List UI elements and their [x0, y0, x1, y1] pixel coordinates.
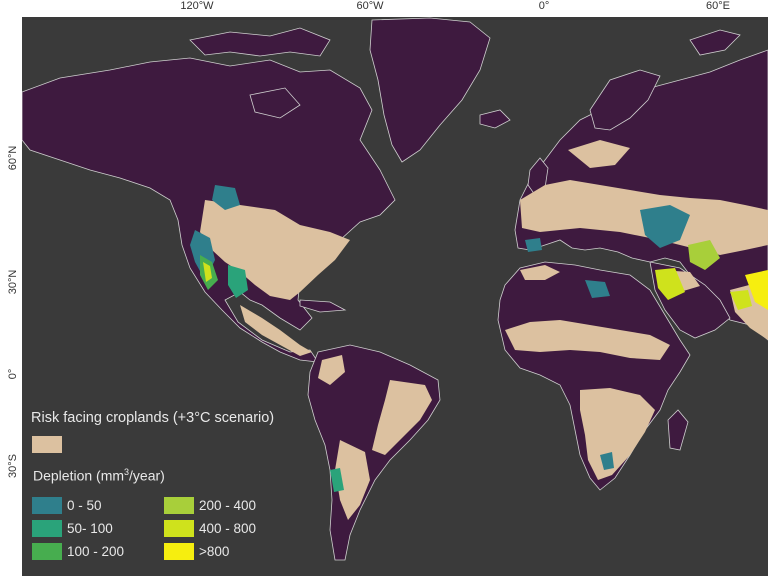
cropland-south-america-south [335, 440, 370, 520]
lon-tick-0: 0° [538, 0, 550, 12]
cropland-africa-south [580, 388, 655, 480]
map-frame [22, 17, 768, 576]
cropland-north-america [200, 200, 350, 300]
lon-tick-120w: 120°W [180, 0, 214, 12]
arctic-islands [189, 27, 331, 57]
lon-tick-60e: 60°E [706, 0, 730, 12]
greenland-landmass [369, 17, 491, 163]
lon-tick-60w: 60°W [356, 0, 384, 12]
world-map [22, 17, 768, 561]
lat-tick-30n: 30°N [7, 269, 19, 295]
lat-tick-60n: 60°N [7, 145, 19, 171]
lat-tick-0: 0° [7, 368, 19, 380]
cropland-south-america-east [372, 380, 432, 455]
cropland-africa-sahel [505, 320, 670, 360]
lat-tick-30s: 30°S [7, 454, 19, 478]
